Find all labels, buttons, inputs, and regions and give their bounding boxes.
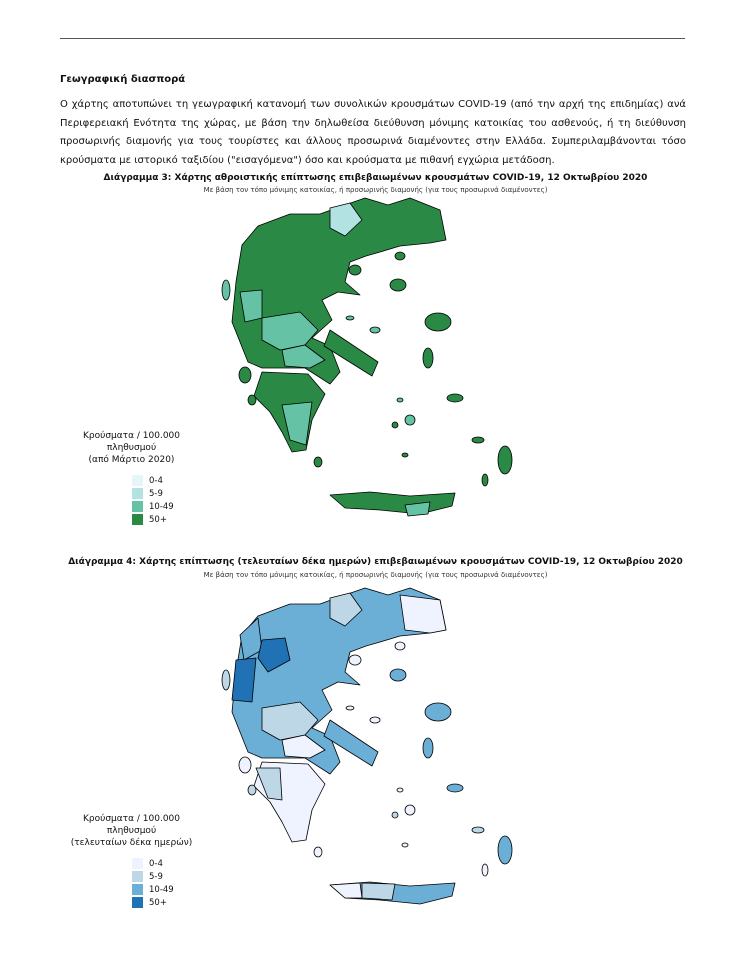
island-lesvos <box>424 702 452 722</box>
map-legend: Κρούσματα / 100.000 πληθυσμού (τελευταίω… <box>64 813 199 909</box>
region-peloponnese-south <box>281 401 313 446</box>
island-naxos <box>404 414 416 426</box>
legend-title: Κρούσματα / 100.000 πληθυσμού <box>82 431 180 453</box>
island-thasos <box>348 264 362 276</box>
legend-subtitle: (τελευταίων δέκα ημερών) <box>70 838 193 848</box>
legend-swatch <box>132 871 143 882</box>
map-subtitle: Με βάση τον τόπο μόνιμης κατοικίας, ή πρ… <box>203 571 548 579</box>
map-subtitle: Με βάση τον τόπο μόνιμης κατοικίας, ή πρ… <box>203 186 548 194</box>
legend-label: 0-4 <box>149 475 163 486</box>
legend-item: 0-4 <box>132 857 199 870</box>
region-evia <box>323 329 379 377</box>
island-kythira <box>313 456 323 468</box>
region-thrace <box>399 594 447 634</box>
legend-label: 50+ <box>149 514 167 525</box>
region-east-macedonia <box>329 202 363 237</box>
island-naxos <box>404 804 416 816</box>
legend-swatch <box>132 884 143 895</box>
island-samothraki <box>394 641 406 651</box>
island-karpathos <box>481 473 489 487</box>
region-epirus <box>239 289 263 323</box>
island-mykonos <box>396 397 404 403</box>
island-sporades <box>345 705 355 711</box>
region-crete-central <box>361 882 396 901</box>
island-corfu <box>221 279 231 301</box>
legend-item: 5-9 <box>132 870 199 883</box>
map-title: Διάγραμμα 3: Χάρτης αθροιστικής επίπτωση… <box>103 173 648 183</box>
greece-choropleth-map-ten-day <box>221 587 513 905</box>
island-samothraki <box>394 251 406 261</box>
legend-item: 10-49 <box>132 500 199 513</box>
legend-swatch <box>132 501 143 512</box>
island-zakynthos <box>247 784 257 796</box>
legend-swatch <box>132 858 143 869</box>
island-kefalonia <box>238 366 252 384</box>
region-central <box>281 734 326 759</box>
legend-label: 10-49 <box>149 884 174 895</box>
legend-label: 5-9 <box>149 871 163 882</box>
legend-title: Κρούσματα / 100.000 πληθυσμού <box>82 814 180 836</box>
island-samos <box>446 393 464 403</box>
island-sporades <box>345 315 355 321</box>
section-heading: Γεωγραφική διασπορά <box>60 74 186 85</box>
island-samos <box>446 783 464 793</box>
legend-item: 50+ <box>132 513 199 526</box>
island-chios <box>422 347 434 369</box>
island-zakynthos <box>247 394 257 406</box>
island-skyros <box>369 326 381 334</box>
island-santorini <box>401 842 409 848</box>
region-crete-east <box>404 501 431 517</box>
legend-swatch <box>132 475 143 486</box>
island-karpathos <box>481 863 489 877</box>
legend-item: 10-49 <box>132 883 199 896</box>
header-divider <box>60 38 685 39</box>
legend-subtitle: (από Μάρτιο 2020) <box>88 455 175 465</box>
map-legend: Κρούσματα / 100.000 πληθυσμού (από Μάρτι… <box>64 430 199 526</box>
island-corfu <box>221 669 231 691</box>
region-kozani <box>257 637 291 673</box>
island-lesvos <box>424 312 452 332</box>
legend-label: 5-9 <box>149 488 163 499</box>
legend-item: 50+ <box>132 896 199 909</box>
body-paragraph: Ο χάρτης αποτυπώνει τη γεωγραφική κατανο… <box>60 99 686 166</box>
legend-swatch <box>132 897 143 908</box>
region-central <box>281 344 326 369</box>
island-skyros <box>369 716 381 724</box>
island-thasos <box>348 654 362 666</box>
island-santorini <box>401 452 409 458</box>
island-limnos <box>389 278 407 292</box>
island-rhodes <box>497 835 513 865</box>
legend-label: 50+ <box>149 897 167 908</box>
region-crete-west <box>329 882 363 899</box>
legend-swatch <box>132 514 143 525</box>
island-kefalonia <box>238 756 252 774</box>
legend-item: 5-9 <box>132 487 199 500</box>
legend-swatch <box>132 488 143 499</box>
island-rhodes <box>497 445 513 475</box>
island-paros <box>391 811 399 819</box>
region-ioannina <box>231 657 257 703</box>
island-mykonos <box>396 787 404 793</box>
region-crete <box>329 491 456 515</box>
map-title: Διάγραμμα 4: Χάρτης επίπτωσης (τελευταίω… <box>68 557 683 567</box>
island-kos <box>471 436 485 444</box>
legend-label: 10-49 <box>149 501 174 512</box>
legend-label: 0-4 <box>149 858 163 869</box>
island-limnos <box>389 668 407 682</box>
region-east-macedonia <box>329 592 363 627</box>
island-paros <box>391 421 399 429</box>
region-peloponnese-west <box>255 767 283 801</box>
legend-item: 0-4 <box>132 474 199 487</box>
region-evia <box>323 719 379 767</box>
island-kos <box>471 826 485 834</box>
island-kythira <box>313 846 323 858</box>
island-chios <box>422 737 434 759</box>
